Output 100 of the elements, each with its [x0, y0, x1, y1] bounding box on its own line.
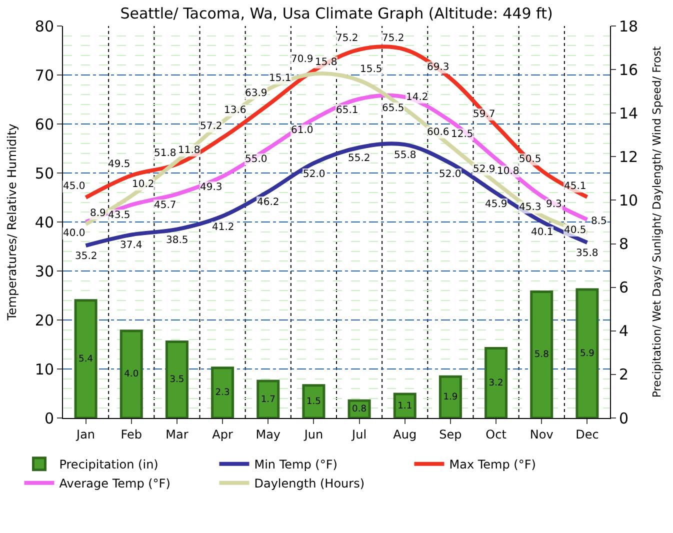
data-label: 8.5: [591, 216, 607, 227]
legend-label: Average Temp (°F): [59, 476, 170, 491]
y2-tick-label: 12: [619, 148, 638, 166]
legend-label: Max Temp (°F): [449, 458, 536, 472]
y2-tick-label: 14: [619, 104, 638, 122]
data-label: 5.9: [580, 349, 595, 360]
data-label: 45.0: [63, 181, 86, 192]
x-tick-label: Oct: [486, 427, 507, 442]
data-label: 43.5: [108, 210, 130, 221]
legend-label: Daylength (Hours): [254, 476, 365, 491]
y2-tick-label: 4: [619, 322, 629, 340]
y-tick-label: 40: [34, 213, 54, 232]
data-label: 1.1: [398, 401, 412, 412]
y2-tick-label: 0: [619, 409, 629, 428]
data-label: 40.5: [564, 225, 586, 236]
bar: [576, 288, 599, 418]
y-tick-label: 50: [34, 164, 54, 182]
data-label: 49.3: [200, 182, 222, 193]
data-label: 45.1: [564, 181, 586, 192]
data-label: 13.6: [224, 105, 246, 116]
x-tick-label: Dec: [576, 427, 599, 442]
data-label: 55.0: [245, 154, 268, 165]
data-label: 5.4: [78, 354, 94, 364]
y-tick-label: 80: [34, 17, 54, 36]
data-label: 69.3: [427, 62, 450, 73]
data-label: 1.9: [443, 392, 458, 403]
bar: [393, 392, 416, 418]
data-label: 15.5: [360, 64, 382, 75]
y2-tick-label: 18: [619, 17, 638, 36]
y-tick-label: 20: [34, 311, 54, 330]
y-tick-label: 0: [44, 409, 54, 428]
bar: [120, 330, 143, 418]
data-label: 35.2: [75, 251, 98, 262]
x-tick-label: Feb: [120, 427, 142, 442]
y-tick-label: 70: [34, 66, 54, 84]
data-label: 2.3: [215, 388, 230, 398]
x-tick-label: May: [256, 427, 281, 442]
data-label: 65.1: [336, 105, 358, 116]
data-label: 8.9: [90, 208, 106, 219]
line-series: [84, 72, 590, 235]
x-tick-label: Sep: [439, 427, 462, 442]
data-label: 61.0: [291, 125, 314, 136]
data-label: 75.2: [336, 33, 358, 44]
y2-axis-title: Precipitation/ Wet Days/ Sunlight/ Daylength/ Wind Speed/ Frost: [650, 46, 664, 398]
y-tick-label: 30: [34, 262, 54, 280]
data-label: 49.5: [108, 159, 130, 170]
y2-tick-label: 10: [619, 191, 638, 210]
x-tick-label: Aug: [393, 427, 417, 442]
data-label: 45.3: [519, 202, 542, 213]
data-label: 55.2: [348, 153, 370, 164]
data-label: 52.9: [473, 164, 496, 175]
data-label: 52.0: [439, 169, 462, 180]
x-tick-label: Jan: [76, 427, 96, 442]
data-label: 14.2: [406, 92, 428, 103]
data-label: 57.2: [200, 121, 222, 132]
data-label: 65.5: [382, 103, 404, 114]
data-label: 70.9: [291, 54, 314, 65]
data-label: 0.8: [352, 404, 367, 415]
line-series: [84, 142, 590, 248]
y-tick-label: 10: [34, 360, 54, 378]
data-label: 45.9: [485, 199, 508, 210]
data-label: 41.2: [212, 222, 234, 233]
bar: [211, 366, 234, 418]
data-label: 60.6: [427, 127, 450, 138]
data-label: 4.0: [124, 370, 139, 380]
bar: [256, 380, 280, 418]
bar: [302, 384, 326, 418]
data-label: 10.8: [497, 166, 520, 177]
data-label: 50.5: [519, 154, 542, 165]
data-label: 38.5: [166, 235, 188, 246]
x-tick-label: Mar: [166, 427, 188, 442]
data-label: 75.2: [382, 33, 404, 44]
bar: [165, 340, 188, 418]
legend-label: Min Temp (°F): [254, 458, 338, 472]
data-label: 59.7: [473, 109, 496, 120]
data-label: 11.8: [178, 145, 200, 156]
data-label: 5.8: [534, 350, 550, 360]
data-label: 3.2: [488, 378, 504, 388]
data-label: 12.5: [451, 129, 474, 140]
data-label: 40.0: [63, 228, 86, 239]
x-tick-label: Apr: [212, 427, 233, 442]
y-axis-title: Temperatures/ Relative Humidity: [5, 124, 20, 322]
bar: [484, 347, 508, 418]
bar: [530, 290, 554, 418]
y2-tick-label: 16: [619, 60, 638, 79]
y2-tick-label: 2: [619, 366, 629, 384]
y-tick-label: 60: [34, 115, 54, 134]
data-label: 9.3: [546, 199, 562, 210]
data-label: 40.1: [531, 227, 554, 238]
x-tick-label: Jun: [303, 427, 324, 442]
data-label: 3.5: [170, 375, 184, 386]
data-label: 15.1: [269, 73, 292, 84]
data-label: 10.2: [132, 179, 154, 190]
data-label: 45.7: [154, 200, 176, 211]
data-label: 46.2: [257, 197, 280, 208]
data-label: 15.8: [315, 57, 338, 68]
data-label: 37.4: [120, 240, 142, 251]
legend-label: Precipitation (in): [59, 458, 158, 472]
data-label: 1.5: [306, 396, 321, 407]
bar: [438, 375, 462, 418]
